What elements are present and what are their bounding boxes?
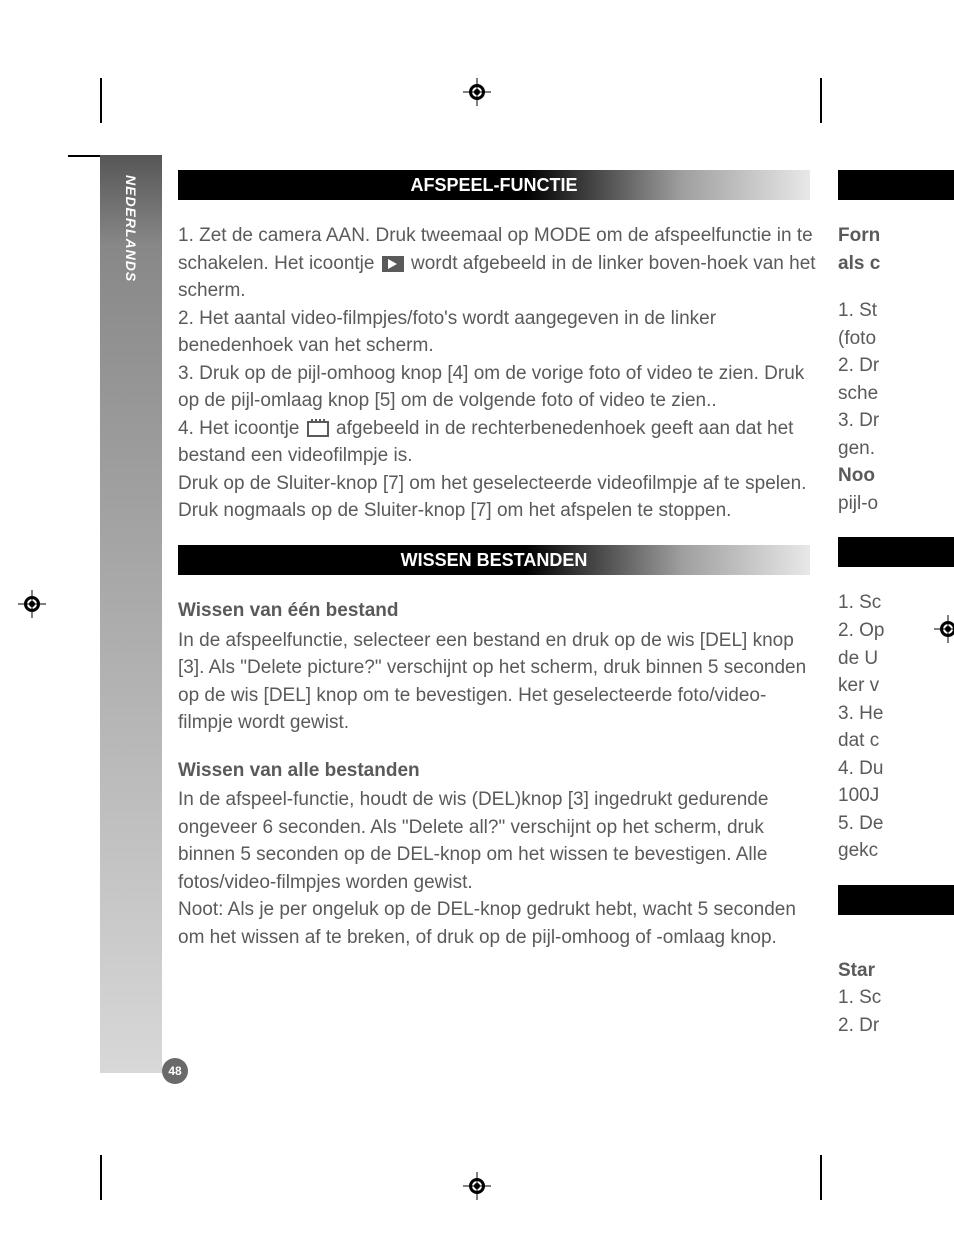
video-file-icon (307, 421, 329, 437)
delete-all-block: Wissen van alle bestanden In de afspeel-… (178, 757, 818, 952)
crop-mark (100, 78, 102, 123)
bleed-line: 5. De (838, 810, 954, 838)
step-3: 3. Druk op de pijl-omhoog knop [4] om de… (178, 363, 804, 412)
bleed-line: 1. Sc (838, 589, 954, 617)
bleed-line: gekc (838, 837, 954, 865)
bleed-line: 3. He (838, 700, 954, 728)
bleed-line: 2. Dr (838, 352, 954, 380)
bleed-line: pijl-o (838, 490, 954, 518)
crop-mark (100, 1155, 102, 1200)
delete-one-text: In de afspeelfunctie, selecteer een best… (178, 630, 806, 734)
bleed-line: 3. Dr (838, 407, 954, 435)
step-5: Druk op de Sluiter-knop [7] om het gesel… (178, 473, 806, 522)
bleed-line: 2. Dr (838, 1012, 954, 1040)
step-2: 2. Het aantal video-filmpjes/foto's word… (178, 308, 716, 357)
page-number-badge: 48 (162, 1058, 188, 1084)
registration-mark-bottom (463, 1172, 491, 1200)
bleed-line: 1. St (838, 297, 954, 325)
bleed-line: dat c (838, 727, 954, 755)
play-icon (382, 256, 404, 272)
bleed-line: ker v (838, 672, 954, 700)
section-heading-playback: AFSPEEL-FUNCTIE (178, 170, 810, 200)
bleed-line: de U (838, 645, 954, 673)
language-side-tab: NEDERLANDS (100, 155, 162, 1073)
page-content: AFSPEEL-FUNCTIE 1. Zet de camera AAN. Dr… (178, 170, 838, 972)
crop-mark (820, 78, 822, 123)
language-label: NEDERLANDS (123, 175, 139, 282)
bleed-line: als c (838, 250, 954, 278)
delete-one-block: Wissen van één bestand In de afspeelfunc… (178, 597, 818, 737)
bleed-line: 100J (838, 782, 954, 810)
delete-one-heading: Wissen van één bestand (178, 597, 818, 625)
bleed-line: Star (838, 957, 954, 985)
bleed-line: 2. Op (838, 617, 954, 645)
bleed-line: 4. Du (838, 755, 954, 783)
bleed-line: (foto (838, 325, 954, 353)
bleed-line: gen. (838, 435, 954, 463)
delete-all-heading: Wissen van alle bestanden (178, 757, 818, 785)
next-page-bleed: Forn als c 1. St (foto 2. Dr sche 3. Dr … (838, 170, 954, 1040)
playback-instructions: 1. Zet de camera AAN. Druk tweemaal op M… (178, 222, 818, 525)
section-heading-delete: WISSEN BESTANDEN (178, 545, 810, 575)
bleed-line: Forn (838, 222, 954, 250)
bleed-section-bar (838, 170, 954, 200)
registration-mark-top (463, 78, 491, 106)
crop-mark (820, 1155, 822, 1200)
delete-all-text: In de afspeel-functie, houdt de wis (DEL… (178, 789, 768, 893)
bleed-section-bar (838, 885, 954, 915)
step-4a: 4. Het icoontje (178, 418, 305, 439)
registration-mark-left (18, 590, 46, 618)
bleed-section-bar (838, 537, 954, 567)
bleed-line: Noo (838, 462, 954, 490)
bleed-line: sche (838, 380, 954, 408)
bleed-line: 1. Sc (838, 984, 954, 1012)
delete-note: Noot: Als je per ongeluk op de DEL-knop … (178, 899, 796, 948)
